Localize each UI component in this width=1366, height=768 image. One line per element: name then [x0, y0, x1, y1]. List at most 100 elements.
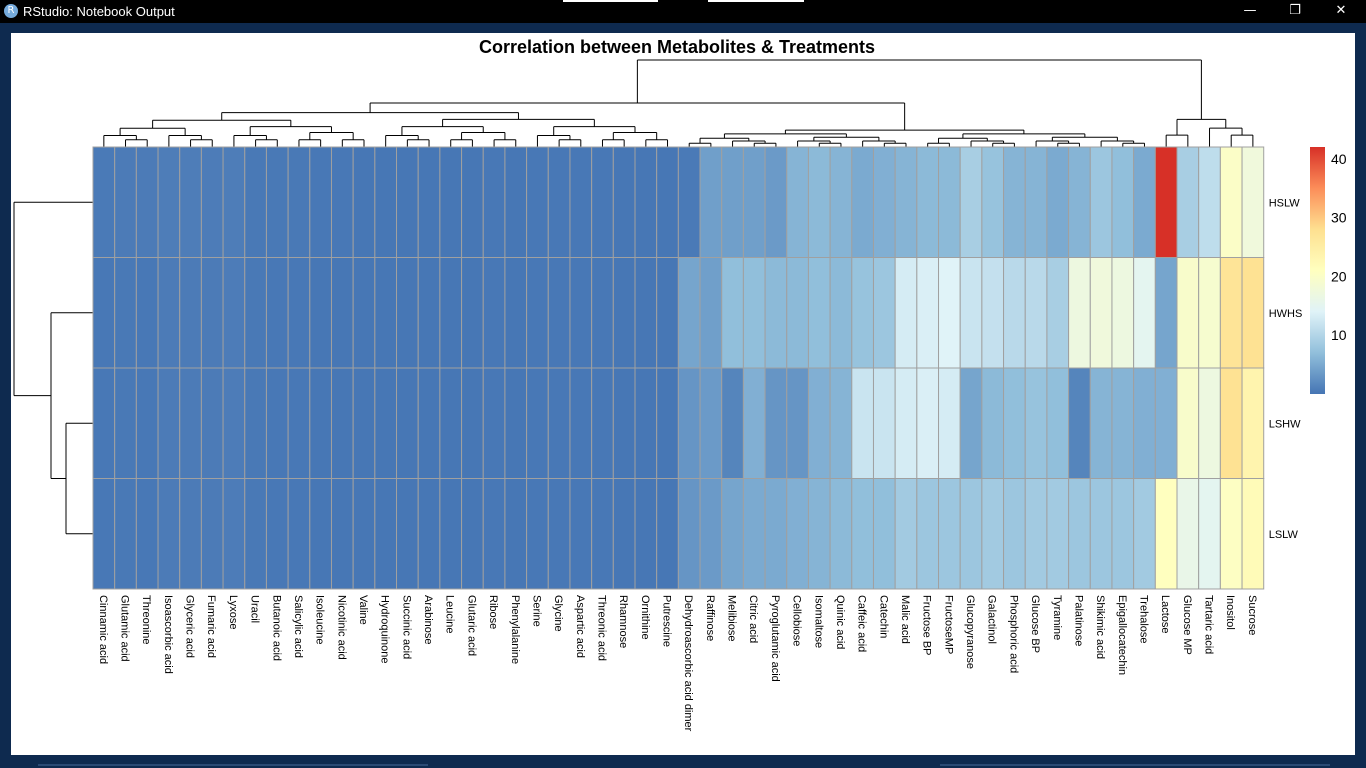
heatmap-cell — [1046, 367, 1070, 479]
heatmap-cell — [396, 478, 419, 590]
heatmap-cell — [1154, 146, 1178, 258]
heatmap-cell — [504, 146, 528, 258]
column-label: Tyramine — [1051, 595, 1063, 640]
heatmap-cell — [699, 367, 723, 479]
heatmap-cell — [265, 146, 289, 258]
column-label: Salicylic acid — [292, 595, 304, 658]
heatmap-cell — [959, 367, 983, 479]
heatmap-cell — [374, 367, 398, 479]
window-bottom-edge — [0, 762, 1366, 768]
heatmap-cell — [1219, 146, 1243, 258]
taskbar-strip-left — [563, 0, 658, 2]
heatmap-cell — [1003, 367, 1026, 479]
heatmap-cell — [721, 257, 744, 369]
heatmap-cell — [1024, 367, 1048, 479]
heatmap-cell — [916, 257, 940, 369]
heatmap-cell — [569, 367, 593, 479]
heatmap-cell — [851, 367, 874, 479]
column-label: FructoseMP — [942, 595, 954, 654]
heatmap-cell — [699, 257, 723, 369]
heatmap-cell — [92, 367, 116, 479]
heatmap-cell — [482, 146, 506, 258]
heatmap-cell — [894, 257, 918, 369]
heatmap-cell — [330, 478, 354, 590]
maximize-button[interactable]: ❐ — [1289, 3, 1301, 18]
heatmap-cell — [786, 257, 809, 369]
heatmap-cell — [1241, 478, 1265, 590]
heatmap-cell — [612, 367, 636, 479]
heatmap-cell — [135, 257, 159, 369]
column-label: Catechin — [877, 595, 889, 638]
heatmap-cell — [1003, 257, 1026, 369]
colorbar-tick-label: 10 — [1331, 327, 1347, 343]
heatmap-cell — [959, 146, 983, 258]
column-label: Epigallocatechin — [1116, 595, 1128, 675]
heatmap-cell — [872, 478, 896, 590]
heatmap-chart: Correlation between Metabolites & Treatm… — [13, 37, 1347, 732]
heatmap-cell — [916, 146, 940, 258]
heatmap-cell — [374, 146, 398, 258]
row-label: LSHW — [1269, 418, 1301, 430]
heatmap-cell — [938, 367, 961, 479]
colorbar-gradient — [1310, 147, 1325, 394]
heatmap-cell — [1133, 367, 1156, 479]
heatmap-cell — [1133, 257, 1156, 369]
heatmap-cell — [764, 146, 788, 258]
heatmap-cell — [851, 257, 874, 369]
chart-title: Correlation between Metabolites & Treatm… — [479, 37, 875, 57]
heatmap-cell — [200, 478, 224, 590]
heatmap-cell — [417, 367, 441, 479]
column-label: Isoascorbic acid — [162, 595, 174, 674]
heatmap-cell — [1003, 478, 1026, 590]
heatmap-cell — [482, 257, 506, 369]
column-label: Lyxose — [227, 595, 239, 629]
heatmap-cell — [396, 367, 419, 479]
heatmap-cell — [1068, 367, 1091, 479]
column-dendrogram — [103, 59, 1254, 147]
window-title: RStudio: Notebook Output — [23, 4, 175, 19]
heatmap-cell — [1154, 478, 1178, 590]
heatmap-cell — [591, 146, 614, 258]
heatmap-cell — [200, 367, 224, 479]
heatmap-cell — [959, 478, 983, 590]
heatmap-cell — [1111, 257, 1135, 369]
heatmap-cell — [1046, 478, 1070, 590]
heatmap-cell — [1089, 146, 1113, 258]
heatmap-cell — [677, 257, 701, 369]
column-label: Isoleucine — [314, 595, 326, 645]
minimize-button[interactable]: — — [1243, 3, 1257, 18]
heatmap-cell — [656, 478, 679, 590]
heatmap-cell — [157, 257, 181, 369]
heatmap-cell — [591, 257, 614, 369]
heatmap-cell — [742, 257, 766, 369]
column-label: Caffeic acid — [856, 595, 868, 652]
column-label: Fumaric acid — [205, 595, 217, 658]
heatmap-cell — [1068, 146, 1091, 258]
heatmap-cell — [569, 257, 593, 369]
heatmap-cell — [352, 146, 376, 258]
heatmap-cell — [114, 146, 137, 258]
heatmap-cell — [634, 367, 658, 479]
heatmap-cell — [916, 367, 940, 479]
heatmap-cell — [1024, 478, 1048, 590]
heatmap-cell — [764, 367, 788, 479]
column-label: Lactose — [1159, 595, 1171, 634]
heatmap-cell — [504, 257, 528, 369]
close-button[interactable]: ✕ — [1335, 3, 1347, 18]
heatmap-cell — [1176, 367, 1200, 479]
heatmap-cell — [1133, 146, 1156, 258]
heatmap-cell — [461, 146, 484, 258]
heatmap-cell — [721, 367, 744, 479]
heatmap-cell — [461, 367, 484, 479]
heatmap-cell — [1241, 146, 1265, 258]
heatmap-cell — [872, 257, 896, 369]
heatmap-cell — [764, 257, 788, 369]
heatmap-cell — [222, 257, 246, 369]
heatmap-cell — [222, 478, 246, 590]
heatmap-cell — [309, 146, 332, 258]
heatmap-cell — [526, 257, 549, 369]
heatmap-cell — [1133, 478, 1156, 590]
heatmap-cell — [591, 478, 614, 590]
heatmap-cell — [829, 367, 853, 479]
heatmap-cell — [200, 146, 224, 258]
